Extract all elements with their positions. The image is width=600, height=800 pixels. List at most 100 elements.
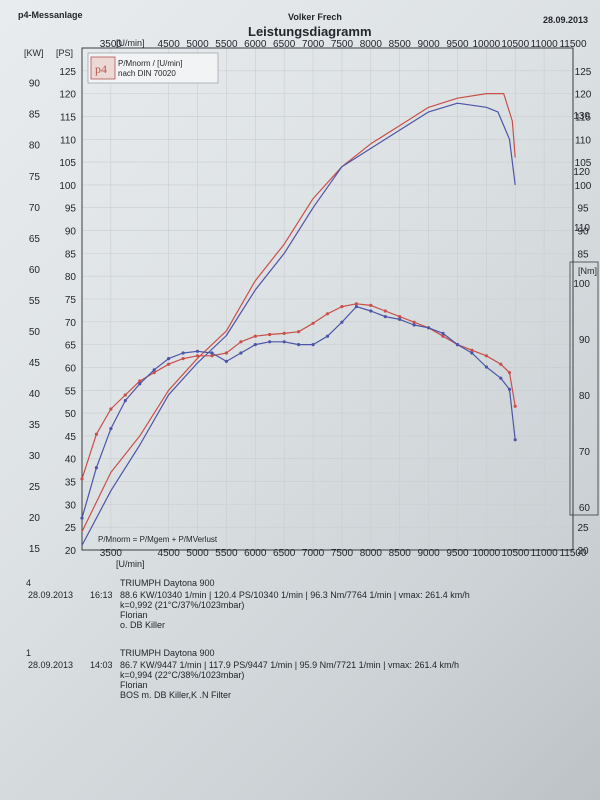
p4-logo-text: p4 [95, 62, 107, 76]
series-power-run-4 [81, 92, 516, 532]
x-tick-label-bottom: 5500 [215, 548, 238, 559]
run-number: 4 [26, 578, 32, 588]
torque-point-run-1 [224, 359, 228, 363]
run-time: 16:13 [90, 590, 113, 600]
ps-tick-label: 35 [65, 478, 77, 489]
torque-point-run-1 [210, 351, 214, 355]
kw-tick-label: 90 [29, 79, 41, 90]
ps-tick-label: 125 [59, 67, 76, 78]
torque-point-run-4 [94, 432, 98, 436]
run-note: BOS m. DB Killer,K .N Filter [120, 690, 232, 700]
torque-point-run-1 [94, 466, 98, 470]
kw-tick-label: 70 [29, 203, 41, 214]
torque-point-run-1 [354, 305, 358, 309]
torque-point-run-1 [499, 376, 503, 380]
x-tick-label-top: 10000 [472, 39, 500, 50]
torque-point-run-1 [80, 516, 84, 520]
p4-logo [90, 56, 116, 80]
run-conditions: k=0,994 (22°C/38%/1023mbar) [120, 670, 245, 680]
run-model: TRIUMPH Daytona 900 [120, 578, 215, 588]
ps-tick-label: 85 [65, 249, 77, 260]
torque-point-run-1 [325, 334, 330, 338]
torque-point-run-4 [224, 351, 228, 355]
run-stats: 88.6 KW/10340 1/min | 120.4 PS/10340 1/m… [120, 590, 470, 600]
ps-right-tick-label: 120 [575, 90, 592, 101]
chart-title: Leistungsdiagramm [248, 24, 372, 39]
ps-tick-label: 30 [65, 500, 77, 511]
x-tick-label-bottom: 7000 [302, 548, 325, 559]
run-rider: Florian [120, 680, 148, 690]
nm-tick-label: 110 [574, 223, 590, 234]
x-tick-label-bottom: 4500 [158, 548, 181, 559]
torque-point-run-4 [181, 357, 185, 361]
torque-point-run-1 [181, 351, 185, 355]
app-name: p4-Messanlage [18, 10, 83, 20]
series-torque-run-4 [81, 303, 516, 480]
kw-tick-label: 35 [29, 420, 41, 431]
kw-tick-label: 50 [29, 327, 41, 338]
kw-tick-label: 30 [29, 451, 41, 462]
torque-point-run-4 [499, 362, 503, 366]
x-tick-label-bottom: 7500 [331, 548, 354, 559]
torque-point-run-1 [484, 365, 488, 369]
torque-point-run-1 [123, 399, 127, 403]
torque-point-run-4 [167, 362, 171, 366]
torque-point-run-1 [470, 351, 474, 355]
ps-tick-label: 90 [65, 227, 77, 238]
run-rider: Florian [120, 610, 148, 620]
kw-tick-label: 85 [29, 110, 41, 121]
nm-axis-unit: [Nm] [578, 266, 597, 276]
run-date: 28.09.2013 [28, 590, 74, 600]
legend-box: p4 P/Mnorm / [U/min] nach DIN 70020 [87, 52, 219, 84]
x-tick-label-bottom: 11500 [559, 548, 587, 559]
torque-point-run-4 [138, 379, 142, 383]
x-tick-label-top: 9000 [417, 39, 440, 50]
axis-labels: [KW] [PS] [U/min] [U/min] [Nm] 3500 3500 4… [24, 38, 597, 569]
torque-point-run-1 [109, 427, 113, 431]
torque-point-run-4 [123, 393, 127, 397]
torque-point-run-4 [369, 303, 373, 307]
x-tick-label-bottom: 6500 [273, 548, 296, 559]
torque-point-run-1 [383, 315, 387, 319]
torque-point-run-4 [152, 371, 156, 375]
torque-point-run-1 [427, 326, 431, 330]
x-tick-label-bottom: 9500 [446, 548, 469, 559]
ps-tick-label: 105 [59, 158, 76, 169]
torque-point-run-1 [507, 387, 512, 391]
torque-point-run-1 [239, 351, 243, 355]
x-tick-label-bottom: 6000 [244, 548, 267, 559]
torque-point-run-4 [383, 309, 387, 313]
ps-tick-label: 20 [65, 546, 77, 557]
run-conditions: k=0,992 (21°C/37%/1023mbar) [120, 600, 245, 610]
torque-point-run-1 [138, 382, 142, 386]
ps-tick-label: 65 [65, 341, 77, 352]
legend-line-1: P/Mnorm / [U/min] [118, 59, 182, 68]
x-tick-label-top: 5000 [186, 39, 209, 50]
kw-tick-label: 80 [29, 141, 41, 152]
ps-tick-label: 120 [59, 90, 76, 101]
top-rpm-unit: [U/min] [116, 38, 145, 48]
ps-tick-label: 60 [65, 363, 77, 374]
ps-tick-label: 115 [60, 112, 76, 123]
legend-line-2: nach DIN 70020 [118, 69, 176, 78]
nm-tick-label: 90 [579, 335, 591, 346]
ps-right-tick-label: 125 [575, 67, 592, 78]
x-tick-label-bottom: 10500 [501, 548, 529, 559]
x-tick-label-top: 8500 [389, 39, 412, 50]
run-number: 1 [26, 648, 32, 658]
x-tick-label-top: 7500 [331, 39, 354, 50]
torque-point-run-1 [412, 323, 416, 327]
x-tick-label-bottom: 8000 [360, 548, 383, 559]
torque-point-run-1 [311, 343, 315, 347]
torque-point-run-4 [513, 404, 517, 408]
torque-point-run-4 [340, 305, 344, 309]
grid [82, 48, 574, 551]
torque-point-run-4 [507, 371, 512, 375]
run-model: TRIUMPH Daytona 900 [120, 648, 215, 658]
torque-point-run-4 [484, 354, 488, 358]
nm-tick-label: 60 [579, 503, 591, 514]
ps-right-tick-label: 25 [577, 523, 589, 534]
ps-tick-label: 95 [65, 204, 77, 215]
nm-axis-box [569, 261, 599, 516]
